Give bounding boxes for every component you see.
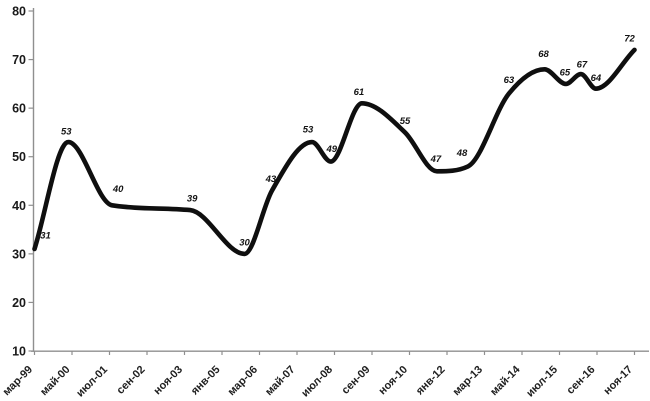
point-label: 31 [40, 231, 51, 242]
point-label: 43 [265, 174, 277, 185]
point-label: 55 [400, 116, 411, 127]
x-axis-label: май-14 [488, 363, 523, 398]
point-label: 65 [560, 67, 571, 78]
x-axis-label: мар-06 [226, 364, 260, 398]
x-axis-label: сен-02 [115, 364, 148, 397]
x-axis-label: сен-16 [565, 364, 598, 397]
x-axis-label: июл-08 [299, 364, 335, 400]
point-label: 61 [354, 87, 365, 98]
x-axis-label: мар-13 [451, 364, 485, 398]
point-label: 64 [591, 73, 602, 84]
y-axis-label: 60 [12, 102, 26, 116]
x-axis-label: янв-12 [414, 364, 448, 398]
point-label: 63 [504, 75, 515, 86]
y-axis-ticks: 10 20 30 40 50 60 70 80 [12, 5, 34, 359]
point-label: 72 [624, 33, 635, 44]
x-axis-label: сен-09 [340, 364, 373, 397]
y-axis-label: 70 [12, 53, 26, 67]
x-axis-label: май-07 [263, 364, 297, 398]
x-axis-label: ноя-10 [377, 364, 411, 398]
y-axis-label: 30 [12, 247, 26, 261]
point-label: 49 [325, 144, 337, 155]
axes [31, 8, 649, 352]
x-axis-label: май-00 [38, 364, 72, 398]
x-axis-label: янв-05 [189, 364, 223, 398]
point-label: 39 [187, 194, 198, 205]
x-axis-label: июл-01 [74, 364, 110, 400]
point-label: 67 [577, 60, 588, 71]
point-label: 68 [538, 49, 549, 60]
point-label: 48 [456, 148, 468, 159]
y-axis-label: 40 [12, 199, 26, 213]
series-line [32, 47, 637, 257]
x-axis-label: ноя-03 [152, 364, 186, 398]
x-axis-label: июл-15 [524, 364, 560, 400]
x-axis-label: ноя-17 [602, 364, 636, 398]
x-axis-label: мар-99 [1, 364, 35, 398]
point-label: 53 [303, 125, 314, 136]
y-axis-label: 50 [12, 150, 26, 164]
point-label: 40 [112, 184, 124, 195]
y-axis-label: 80 [12, 5, 26, 19]
y-axis-label: 20 [12, 296, 26, 310]
point-label: 30 [239, 237, 250, 248]
series-group [32, 47, 637, 257]
point-label: 47 [430, 154, 442, 165]
y-axis-label: 10 [12, 345, 26, 359]
point-label: 53 [61, 127, 72, 138]
x-axis-ticks: мар-99 май-00 июл-01 сен-02 ноя-03 янв-05 мар-… [1, 351, 636, 400]
